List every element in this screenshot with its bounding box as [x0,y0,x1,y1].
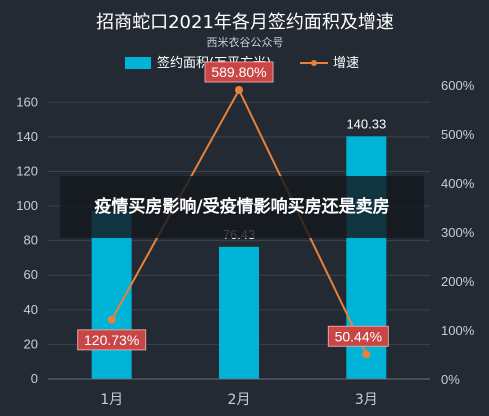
growth-point [362,350,371,359]
left-axis: 0 20 40 60 80 100 120 140 160 [16,94,38,386]
bar-value-label: 140.33 [346,116,386,131]
growth-label-box [204,61,274,83]
growth-point [235,85,243,94]
left-tick-label: 100 [16,198,38,213]
line-series [107,85,371,359]
growth-label: 589.80% [211,64,266,80]
left-tick-label: 60 [24,267,38,282]
bar [219,246,259,379]
chart-title: 招商蛇口2021年各月签约面积及增速 [96,12,394,33]
growth-label: 50.44% [335,328,382,344]
right-tick-label: 200% [441,274,475,289]
right-tick-label: 600% [441,78,475,93]
legend-bar-swatch [125,57,151,69]
right-tick-label: 400% [441,176,475,191]
growth-label-box [77,329,147,351]
legend-line-label: 增速 [333,56,359,71]
growth-label-box [327,325,389,347]
x-axis: 1月 2月 3月 [48,378,430,408]
left-tick-label: 20 [24,336,38,351]
right-tick-label: 100% [441,323,475,338]
legend-line-marker [311,60,317,66]
overlay-banner: 疫情买房影响/受疫情影响买房还是卖房 [60,176,424,238]
left-tick-label: 40 [24,302,38,317]
left-tick-label: 160 [16,94,38,109]
left-tick-label: 80 [24,233,38,248]
right-tick-label: 300% [441,225,475,240]
left-tick-label: 0 [31,371,38,386]
overlay-banner-text: 疫情买房影响/受疫情影响买房还是卖房 [94,197,390,217]
growth-label: 120.73% [84,332,139,348]
right-axis: 0% 100% 200% 300% 400% 500% 600% [441,78,475,387]
right-tick-label: 0% [441,372,460,387]
left-tick-label: 140 [16,129,38,144]
x-tick-label: 1月 [100,392,123,408]
left-tick-label: 120 [16,163,38,178]
x-tick-label: 3月 [355,392,378,408]
chart-subtitle: 西米衣谷公众号 [207,35,284,49]
right-tick-label: 500% [441,127,475,142]
growth-point [107,315,116,324]
x-tick-label: 2月 [228,392,251,408]
